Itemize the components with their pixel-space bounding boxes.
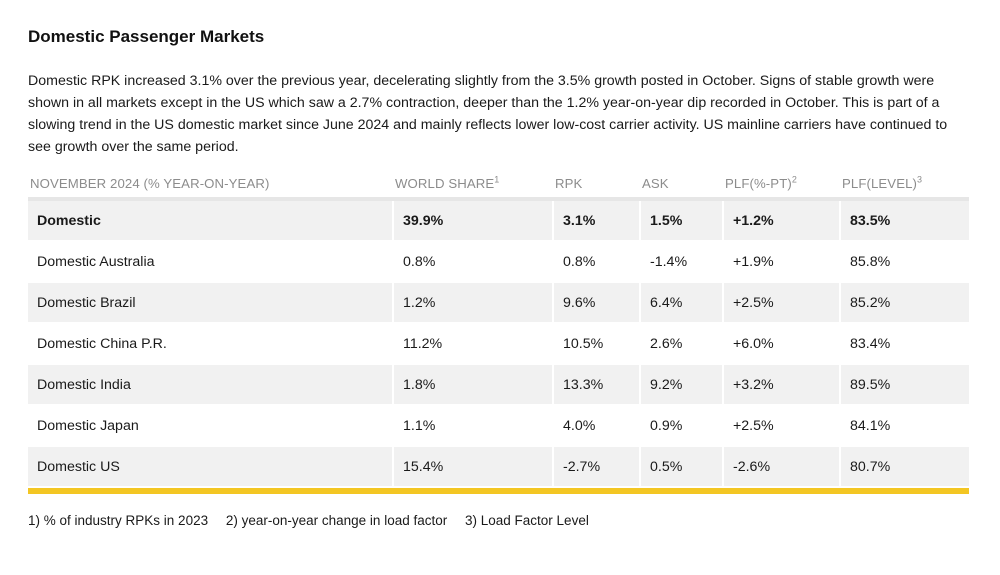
header-world-share: WORLD SHARE1 — [393, 170, 553, 201]
table-bottom-rule — [28, 488, 969, 494]
cell-world-share: 11.2% — [393, 323, 554, 364]
cell-rpk: 0.8% — [553, 241, 641, 282]
table-row: Domestic China P.R. 11.2% 10.5% 2.6% +6.… — [28, 323, 969, 364]
cell-plf-pt: +2.5% — [723, 282, 841, 323]
cell-world-share: 15.4% — [393, 446, 554, 487]
page-title: Domestic Passenger Markets — [28, 27, 265, 46]
footnote-1: 1) % of industry RPKs in 2023 — [28, 513, 209, 528]
table-header-row: NOVEMBER 2024 (% YEAR-ON-YEAR) WORLD SHA… — [28, 170, 969, 201]
cell-market: Domestic US — [28, 446, 394, 487]
market-table-container: NOVEMBER 2024 (% YEAR-ON-YEAR) WORLD SHA… — [28, 170, 969, 494]
footnotes: 1) % of industry RPKs in 2023 2) year-on… — [28, 513, 603, 528]
header-market: NOVEMBER 2024 (% YEAR-ON-YEAR) — [28, 170, 393, 201]
cell-plf-level: 85.2% — [840, 282, 969, 323]
cell-rpk: 3.1% — [553, 199, 641, 241]
cell-ask: 1.5% — [640, 199, 724, 241]
cell-plf-level: 83.4% — [850, 335, 891, 352]
cell-plf-pt: +1.2% — [723, 199, 841, 241]
cell-world-share: 0.8% — [393, 241, 554, 282]
cell-market: Domestic Australia — [28, 241, 394, 282]
cell-ask: 2.6% — [640, 323, 724, 364]
table-row: Domestic Japan 1.1% 4.0% 0.9% +2.5% 84.1… — [28, 405, 969, 446]
cell-plf-pt: +3.2% — [723, 364, 841, 405]
cell-world-share: 39.9% — [393, 199, 554, 241]
cell-world-share: 1.2% — [393, 282, 554, 323]
cell-plf-level: 84.1% — [850, 417, 891, 434]
cell-rpk: 9.6% — [553, 282, 641, 323]
cell-plf-level: 85.8% — [850, 253, 891, 270]
cell-rpk: 13.3% — [553, 364, 641, 405]
footnote-3: 3) Load Factor Level — [465, 513, 589, 528]
table-row: Domestic US 15.4% -2.7% 0.5% -2.6% 80.7% — [28, 446, 969, 487]
cell-plf-pt: -2.6% — [723, 446, 841, 487]
cell-ask: 0.5% — [640, 446, 724, 487]
cell-rpk: -2.7% — [553, 446, 641, 487]
cell-market: Domestic China P.R. — [28, 323, 394, 364]
cell-ask: -1.4% — [640, 241, 724, 282]
table-row: Domestic 39.9% 3.1% 1.5% +1.2% 83.5% — [28, 199, 969, 241]
cell-plf-level: 80.7% — [840, 446, 969, 487]
cell-market: Domestic India — [28, 364, 394, 405]
cell-market: Domestic Japan — [28, 405, 394, 446]
header-ask: ASK — [640, 170, 723, 201]
table-row: Domestic Brazil 1.2% 9.6% 6.4% +2.5% 85.… — [28, 282, 969, 323]
cell-ask: 6.4% — [640, 282, 724, 323]
cell-ask: 0.9% — [640, 405, 724, 446]
cell-plf-pt: +2.5% — [723, 405, 841, 446]
cell-plf-pt: +1.9% — [723, 241, 841, 282]
cell-ask: 9.2% — [640, 364, 724, 405]
table-row: Domestic India 1.8% 13.3% 9.2% +3.2% 89.… — [28, 364, 969, 405]
cell-world-share: 1.1% — [393, 405, 554, 446]
table-row: Domestic Australia 0.8% 0.8% -1.4% +1.9%… — [28, 241, 969, 282]
cell-market: Domestic Brazil — [28, 282, 394, 323]
cell-plf-level: 83.5% — [840, 199, 969, 241]
market-table: NOVEMBER 2024 (% YEAR-ON-YEAR) WORLD SHA… — [28, 170, 969, 488]
cell-rpk: 4.0% — [553, 405, 641, 446]
footnote-2: 2) year-on-year change in load factor — [225, 513, 448, 528]
cell-market: Domestic — [28, 199, 394, 241]
header-plf-pt: PLF(%-PT)2 — [723, 170, 840, 201]
header-rpk: RPK — [553, 170, 640, 201]
cell-plf-level: 89.5% — [840, 364, 969, 405]
cell-rpk: 10.5% — [553, 323, 641, 364]
header-plf-level: PLF(LEVEL)3 — [840, 170, 969, 201]
cell-world-share: 1.8% — [393, 364, 554, 405]
cell-plf-pt: +6.0% — [723, 323, 841, 364]
intro-paragraph: Domestic RPK increased 3.1% over the pre… — [28, 73, 948, 155]
